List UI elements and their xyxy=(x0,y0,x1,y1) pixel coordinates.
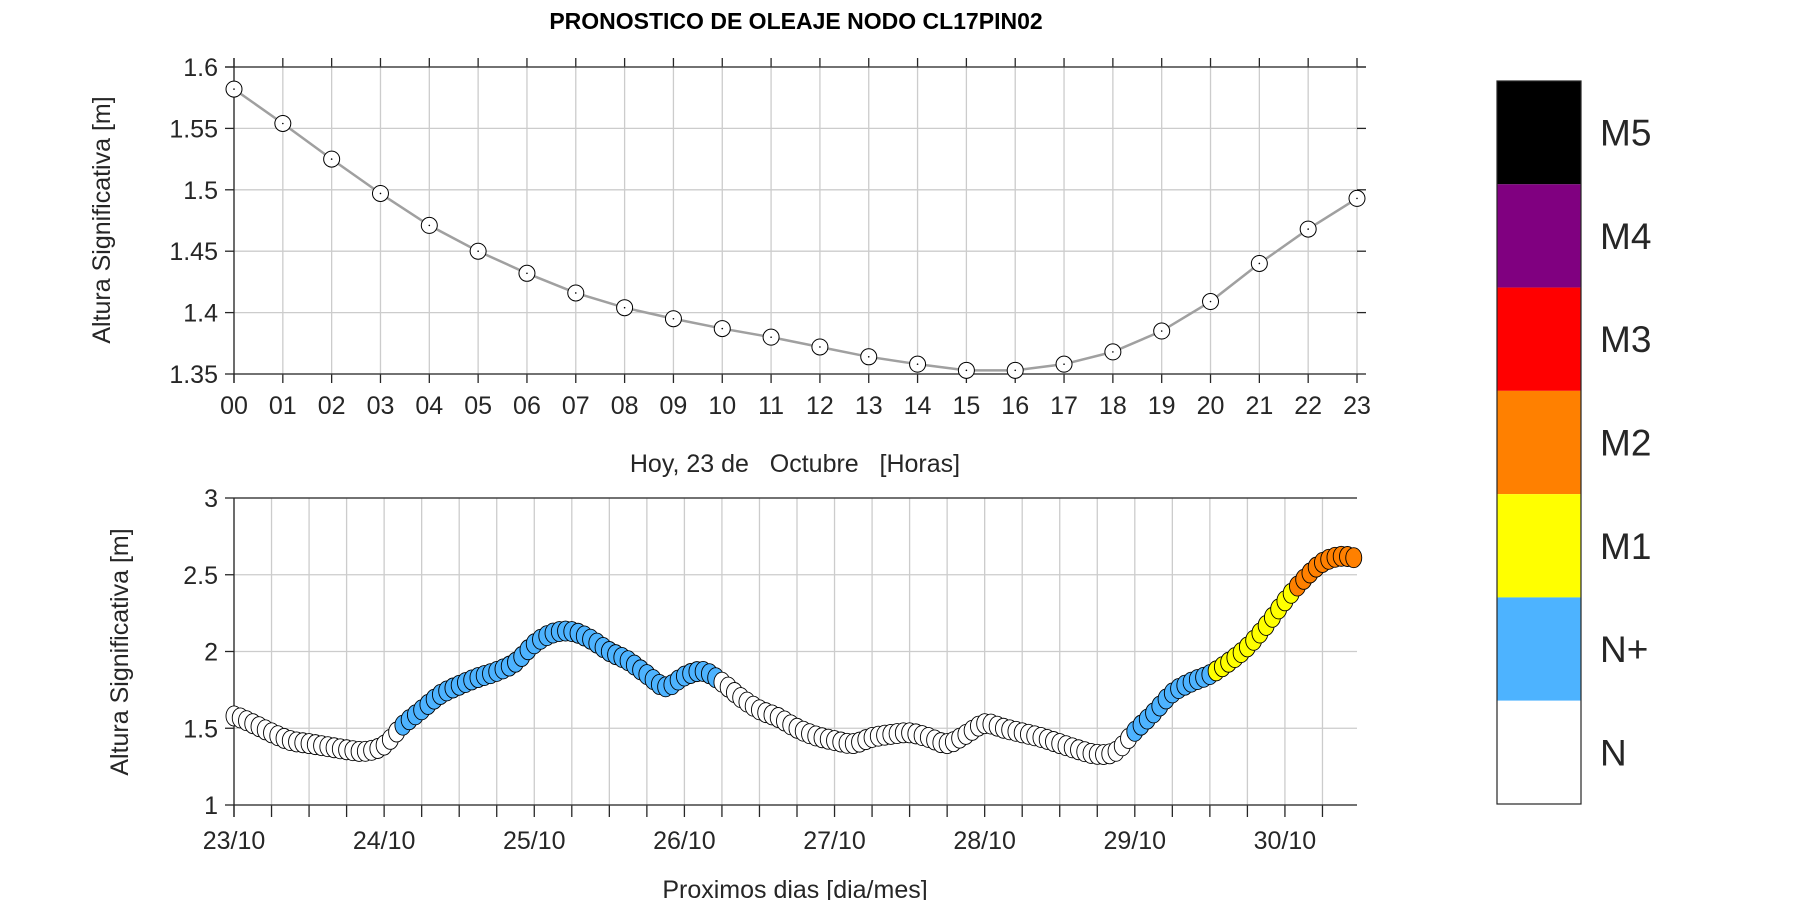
colorbar-swatch-m3 xyxy=(1497,287,1581,391)
data-point-center xyxy=(574,292,577,294)
data-point-center xyxy=(1209,300,1212,303)
data-point-center xyxy=(623,306,626,309)
data-point-center xyxy=(477,250,479,252)
bottom-x-axis-label: Proximos dias [dia/mes] xyxy=(662,876,927,900)
x-tick-label: 18 xyxy=(1099,392,1127,420)
x-tick-label: 20 xyxy=(1197,392,1225,420)
colorbar-swatch-m1 xyxy=(1497,494,1581,598)
y-tick-label: 3 xyxy=(204,485,218,513)
data-point-center xyxy=(233,88,235,90)
data-point-center xyxy=(526,272,528,275)
y-tick-label: 1.4 xyxy=(183,300,218,328)
x-tick-label: 05 xyxy=(464,392,492,420)
data-point-center xyxy=(1160,330,1163,332)
x-tick-label: 23 xyxy=(1343,392,1371,420)
y-tick-label: 1 xyxy=(204,792,218,820)
x-tick-label: 16 xyxy=(1001,392,1029,420)
colorbar-legend: M5 M4 M3 M2 M1 N+ N xyxy=(1496,80,1651,805)
x-tick-label: 24/10 xyxy=(353,827,416,855)
x-tick-label: 08 xyxy=(611,392,639,420)
data-point-center xyxy=(1063,363,1065,365)
bottom-y-axis-label: Altura Significativa [m] xyxy=(106,528,134,775)
y-tick-label: 1.45 xyxy=(169,238,218,266)
data-point-center xyxy=(965,369,968,372)
x-tick-label: 03 xyxy=(367,392,395,420)
data-point-center xyxy=(428,224,431,227)
data-point-center xyxy=(1307,228,1309,230)
y-tick-label: 1.5 xyxy=(183,177,218,205)
x-tick-label: 00 xyxy=(220,392,248,420)
colorbar-border xyxy=(1496,80,1582,805)
x-tick-label: 25/10 xyxy=(503,827,566,855)
data-point-center xyxy=(1356,197,1358,200)
data-point-center xyxy=(867,356,870,358)
x-tick-label: 27/10 xyxy=(803,827,866,855)
data-point-center xyxy=(282,122,284,125)
colorbar-swatch-n xyxy=(1497,700,1581,804)
colorbar-label: N+ xyxy=(1600,629,1648,670)
y-tick-label: 1.35 xyxy=(169,361,218,389)
x-tick-label: 22 xyxy=(1294,392,1322,420)
colorbar-swatch-m5 xyxy=(1497,81,1581,185)
y-tick-label: 1.5 xyxy=(183,715,218,743)
data-point-center xyxy=(330,158,333,160)
x-tick-label: 21 xyxy=(1245,392,1273,420)
data-point-center xyxy=(916,363,919,365)
top-y-axis-label: Altura Significativa [m] xyxy=(88,96,116,343)
x-tick-label: 23/10 xyxy=(203,827,266,855)
colorbar-label: M2 xyxy=(1600,423,1651,464)
colorbar-label: M1 xyxy=(1600,526,1651,567)
x-tick-label: 07 xyxy=(562,392,590,420)
x-tick-label: 10 xyxy=(708,392,736,420)
x-tick-label: 15 xyxy=(952,392,980,420)
data-point-center xyxy=(1014,369,1017,372)
x-tick-label: 13 xyxy=(855,392,883,420)
colorbar-swatch-n-plus xyxy=(1497,597,1581,701)
x-tick-label: 11 xyxy=(758,392,784,420)
x-tick-label: 01 xyxy=(269,392,297,420)
x-tick-label: 19 xyxy=(1148,392,1176,420)
x-tick-label: 14 xyxy=(904,392,932,420)
y-tick-label: 2.5 xyxy=(183,562,218,590)
data-point-center xyxy=(672,317,675,320)
top-x-axis-label: Hoy, 23 de Octubre [Horas] xyxy=(630,450,960,478)
y-tick-label: 1.55 xyxy=(169,115,218,143)
data-point xyxy=(1345,547,1363,569)
colorbar-swatch-m2 xyxy=(1497,390,1581,495)
data-point-center xyxy=(379,192,382,195)
series-line xyxy=(233,88,1358,372)
x-tick-label: 09 xyxy=(660,392,688,420)
colorbar-label: M5 xyxy=(1600,113,1651,154)
colorbar-label: M3 xyxy=(1600,319,1651,360)
x-tick-label: 12 xyxy=(806,392,834,420)
x-tick-label: 17 xyxy=(1050,392,1078,420)
daily-chart: 23/10 24/10 25/10 26/10 27/10 28/10 29/10 30/10… xyxy=(183,485,1363,855)
y-tick-label: 2 xyxy=(204,639,218,667)
colorbar-swatch-m4 xyxy=(1497,184,1581,288)
data-point-center xyxy=(1258,262,1261,265)
x-tick-label: 06 xyxy=(513,392,541,420)
x-tick-label: 02 xyxy=(318,392,346,420)
hourly-chart: 00 01 02 03 04 05 06 07 08 09 10 11 12 13 14 15 16 17 18 19… xyxy=(169,54,1371,420)
x-tick-label: 30/10 xyxy=(1254,827,1317,855)
data-point-center xyxy=(721,327,724,330)
chart-title: PRONOSTICO DE OLEAJE NODO CL17PIN02 xyxy=(549,8,1042,34)
data-point-center xyxy=(1112,351,1114,353)
x-tick-label: 26/10 xyxy=(653,827,716,855)
x-tick-label: 04 xyxy=(415,392,443,420)
y-tick-label: 1.6 xyxy=(183,54,218,82)
data-point-center xyxy=(770,336,772,338)
x-tick-label: 29/10 xyxy=(1104,827,1167,855)
colorbar-label: N xyxy=(1600,732,1627,773)
x-tick-label: 28/10 xyxy=(953,827,1016,855)
colorbar-label: M4 xyxy=(1600,216,1651,257)
data-point-center xyxy=(819,346,821,348)
